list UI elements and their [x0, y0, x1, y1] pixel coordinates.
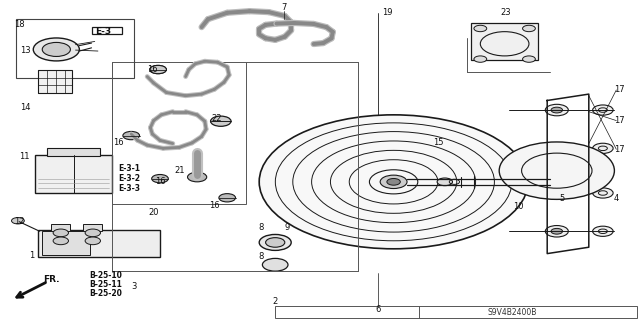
Circle shape [545, 104, 568, 116]
Circle shape [551, 145, 563, 151]
Circle shape [152, 174, 168, 183]
Text: 11: 11 [19, 152, 29, 161]
Circle shape [380, 175, 407, 189]
Circle shape [219, 194, 236, 202]
Circle shape [85, 237, 100, 245]
Text: 8: 8 [259, 252, 264, 261]
Circle shape [259, 234, 291, 250]
Circle shape [33, 38, 79, 61]
Circle shape [188, 172, 207, 182]
Circle shape [474, 25, 486, 32]
Circle shape [593, 226, 613, 236]
Circle shape [53, 237, 68, 245]
Text: 10: 10 [513, 202, 524, 211]
Text: 2: 2 [273, 297, 278, 306]
Text: 8: 8 [259, 223, 264, 232]
Circle shape [387, 178, 401, 185]
Text: 21: 21 [174, 166, 184, 175]
Circle shape [523, 56, 535, 62]
Text: 12: 12 [14, 217, 24, 226]
Circle shape [551, 228, 563, 234]
Circle shape [551, 190, 563, 196]
Text: 6: 6 [375, 305, 380, 314]
Text: 20: 20 [148, 208, 159, 217]
Text: E-3-2: E-3-2 [118, 174, 140, 183]
Circle shape [150, 65, 166, 74]
Text: 17: 17 [614, 116, 625, 125]
Circle shape [593, 143, 613, 153]
Circle shape [211, 116, 231, 126]
Text: 5: 5 [559, 194, 564, 203]
Text: B-25-11: B-25-11 [90, 280, 122, 289]
Text: 15: 15 [433, 138, 444, 147]
Circle shape [150, 65, 166, 74]
Text: FR.: FR. [44, 275, 60, 284]
Text: 18: 18 [14, 20, 24, 29]
Text: E-3-3: E-3-3 [118, 184, 140, 193]
Bar [112, 62, 246, 204]
Text: 16: 16 [155, 177, 165, 186]
Text: 17: 17 [614, 85, 625, 94]
Bar [35, 155, 112, 193]
Text: 9: 9 [284, 223, 289, 232]
Circle shape [85, 229, 100, 237]
Circle shape [593, 188, 613, 198]
Text: S9V4B2400B: S9V4B2400B [487, 308, 537, 317]
Text: 22: 22 [211, 114, 221, 123]
Bar [92, 27, 122, 34]
Circle shape [523, 25, 535, 32]
Text: 7: 7 [282, 3, 287, 12]
Bar [47, 148, 100, 156]
Circle shape [593, 105, 613, 115]
Text: 13: 13 [20, 46, 31, 55]
Bar [471, 23, 538, 60]
Bar [38, 230, 160, 257]
Text: B-25-20: B-25-20 [90, 289, 122, 298]
Bar [51, 224, 70, 231]
Text: 4: 4 [614, 194, 619, 203]
Text: E-3: E-3 [95, 27, 111, 36]
Text: 16: 16 [147, 65, 157, 74]
Circle shape [266, 238, 285, 247]
Circle shape [262, 258, 288, 271]
Circle shape [545, 187, 568, 199]
Circle shape [123, 131, 140, 140]
Bar [42, 231, 90, 255]
Text: B-25-10: B-25-10 [90, 271, 122, 280]
Text: 23: 23 [500, 8, 511, 17]
Circle shape [437, 178, 452, 186]
Circle shape [545, 143, 568, 154]
Text: 19: 19 [382, 8, 392, 17]
Bar [83, 224, 102, 231]
Circle shape [474, 56, 486, 62]
Circle shape [42, 42, 70, 56]
Text: 16: 16 [209, 201, 220, 210]
Text: 1: 1 [29, 251, 35, 260]
Circle shape [499, 142, 614, 199]
Text: 14: 14 [20, 103, 31, 112]
Bar [16, 19, 134, 78]
Text: E-3-1: E-3-1 [118, 164, 140, 173]
Circle shape [259, 115, 528, 249]
Circle shape [53, 229, 68, 237]
Circle shape [545, 226, 568, 237]
Text: 17: 17 [614, 145, 625, 154]
Text: 3: 3 [132, 282, 137, 291]
Bar [38, 70, 72, 93]
Circle shape [551, 107, 563, 113]
Bar [275, 306, 637, 318]
Text: 16: 16 [113, 138, 124, 147]
Circle shape [12, 218, 24, 224]
